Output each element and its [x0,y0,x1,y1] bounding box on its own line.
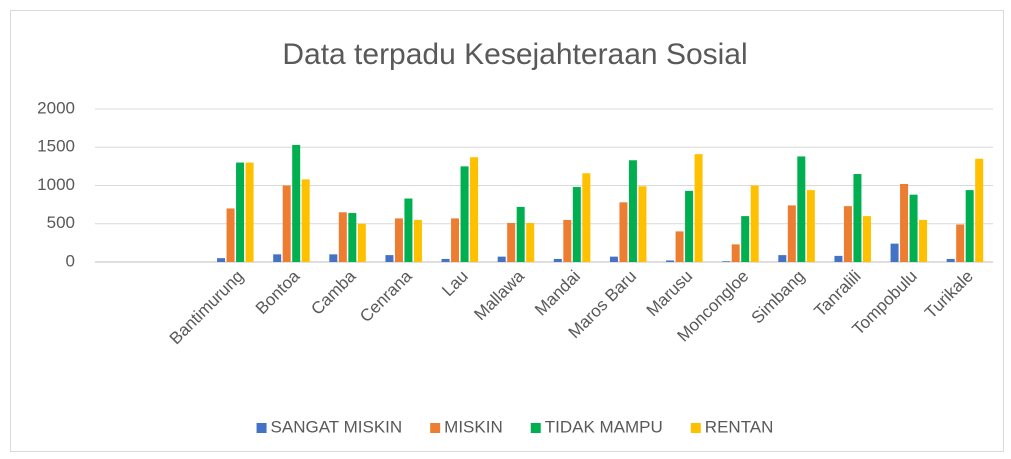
bar [741,216,750,262]
bar [292,144,301,262]
bar [750,185,759,262]
bar [946,258,955,262]
legend-label: MISKIN [444,417,503,436]
bar [404,198,413,262]
chart-border [10,10,1004,452]
legend-label: SANGAT MISKIN [271,417,403,436]
bar [628,160,637,262]
bar [329,254,338,262]
bar [975,158,984,262]
bar [516,206,525,262]
bar [853,174,862,262]
bar [797,156,806,262]
y-tick-label: 0 [66,251,75,270]
bar [282,185,291,262]
bar [965,190,974,262]
bar [919,219,928,262]
bar [394,218,403,262]
bar [460,166,469,262]
bar [900,183,909,262]
bar [722,261,731,262]
legend-swatch [690,423,701,433]
bar [731,244,740,262]
bar [338,212,347,262]
legend-label: RENTAN [705,417,774,436]
legend-label: TIDAK MAMPU [545,417,663,436]
bar [619,202,628,262]
bar [226,208,235,262]
bar [563,219,572,262]
bar [862,216,871,262]
bar [666,260,675,262]
bar [787,205,796,262]
bar [553,258,562,262]
y-tick-label: 2000 [37,98,75,117]
legend-swatch [256,423,267,433]
bar [217,258,226,262]
legend-swatch [530,423,541,433]
bar [956,224,965,262]
chart-title: Data terpadu Kesejahteraan Sosial [282,38,747,71]
bar [694,154,703,262]
y-tick-label: 500 [47,213,75,232]
bar [236,162,245,262]
bar [638,186,647,262]
bar [245,162,254,262]
bar [301,179,310,262]
bar [778,255,787,262]
y-tick-label: 1500 [37,137,75,156]
bar [834,255,843,262]
bar [806,190,815,262]
bar [357,223,366,262]
bar [675,231,684,262]
bar [273,254,282,262]
bar [609,256,618,262]
bar [843,206,852,262]
bar [441,258,450,262]
bar [890,243,899,262]
bar [451,218,460,262]
bar [497,256,506,262]
bar [909,194,918,262]
bar [413,219,422,262]
y-tick-label: 1000 [37,175,75,194]
legend-swatch [430,423,441,433]
bar [685,190,694,262]
bar [385,255,394,262]
bar [526,222,535,262]
bar [572,187,581,262]
bar [507,222,516,262]
bar [348,213,357,262]
bar [470,157,479,262]
bar [582,173,591,262]
